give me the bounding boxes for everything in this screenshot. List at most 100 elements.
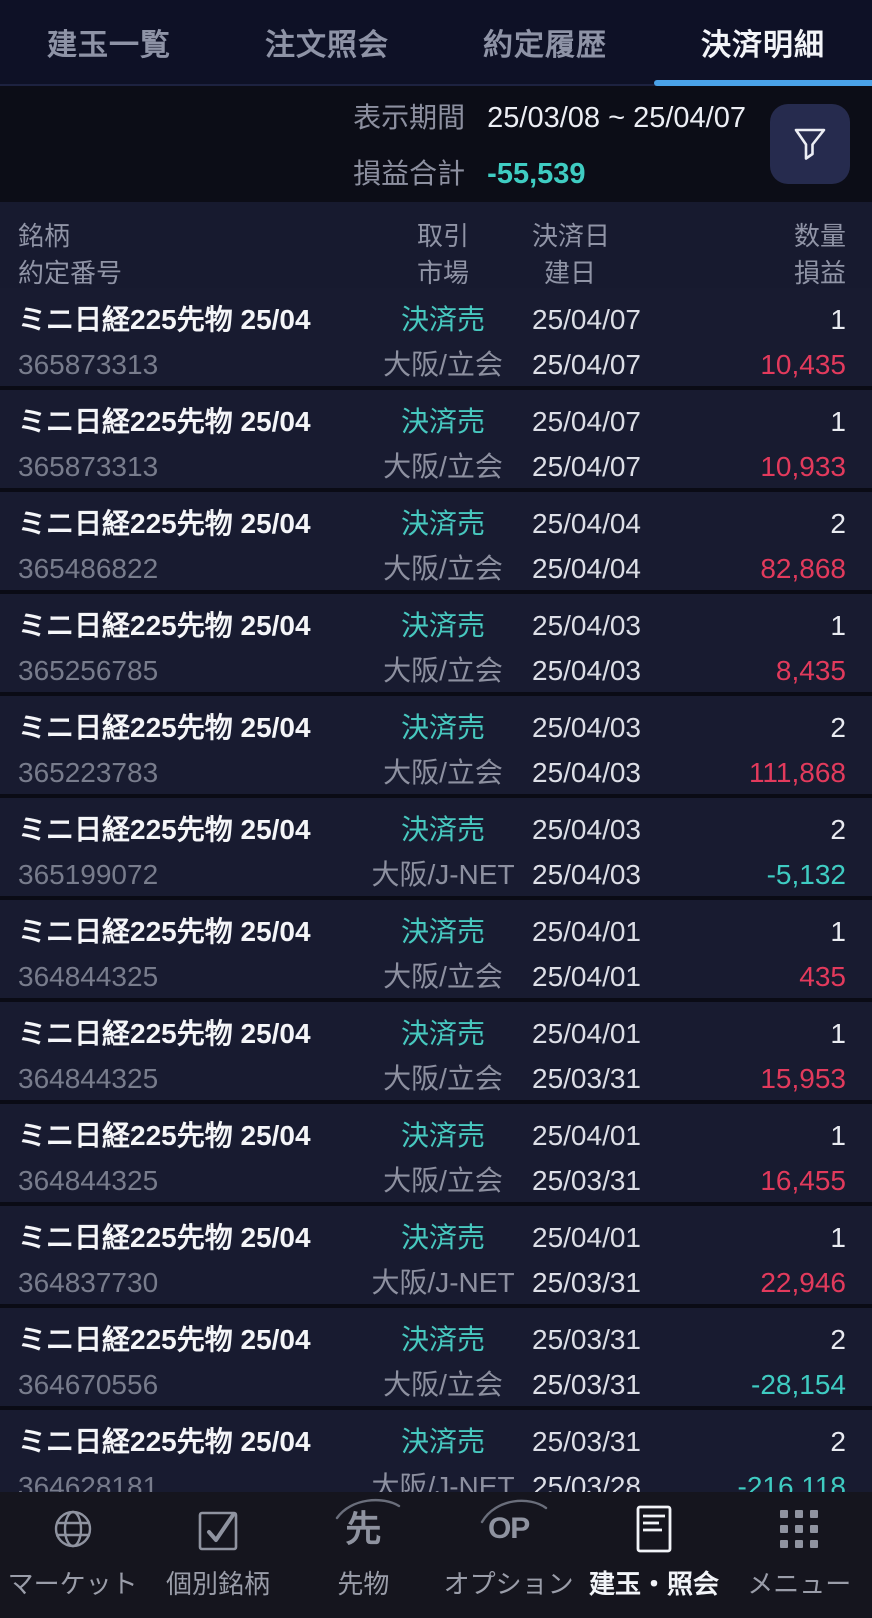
nav-item-options[interactable]: OP オプション [436, 1492, 581, 1618]
nav-label-positions-inquiry: 建玉・照会 [588, 1569, 719, 1599]
row-settle-date: 25/04/01 [532, 916, 641, 947]
row-quantity: 2 [830, 508, 846, 539]
row-market: 大阪/立会 [383, 553, 503, 584]
row-market: 大阪/J-NET [371, 1267, 515, 1298]
row-order-no: 365873313 [18, 349, 159, 380]
row-open-date: 25/04/03 [532, 859, 641, 890]
row-market: 大阪/立会 [383, 655, 503, 686]
settlement-row[interactable]: ミニ日経225先物 25/04 365873313 決済売 大阪/立会 25/0… [0, 288, 872, 386]
row-trade-type: 決済売 [400, 1324, 485, 1355]
row-pnl: -28,154 [751, 1369, 846, 1400]
row-market: 大阪/立会 [383, 451, 503, 482]
nav-item-futures[interactable]: 先 先物 [291, 1492, 436, 1618]
settlement-row[interactable]: ミニ日経225先物 25/04 365486822 決済売 大阪/立会 25/0… [0, 492, 872, 590]
funnel-icon [788, 121, 832, 168]
header-qty: 数量 [793, 221, 846, 251]
row-settle-date: 25/04/04 [532, 508, 641, 539]
row-open-date: 25/04/01 [532, 961, 641, 992]
row-symbol: ミニ日経225先物 25/04 [18, 508, 311, 539]
row-pnl: 10,933 [760, 451, 846, 482]
settlement-row-list[interactable]: ミニ日経225先物 25/04 365873313 決済売 大阪/立会 25/0… [0, 288, 872, 1618]
row-market: 大阪/立会 [383, 1165, 503, 1196]
row-pnl: 8,435 [775, 655, 846, 686]
row-order-no: 364837730 [18, 1267, 159, 1298]
row-symbol: ミニ日経225先物 25/04 [18, 406, 311, 437]
row-settle-date: 25/04/03 [532, 814, 641, 845]
row-pnl: 82,868 [760, 553, 846, 584]
row-settle-date: 25/03/31 [532, 1426, 641, 1457]
settlement-row[interactable]: ミニ日経225先物 25/04 364628181 決済売 大阪/J-NET 2… [0, 1410, 872, 1508]
row-market: 大阪/立会 [383, 757, 503, 788]
globe-icon [48, 1500, 98, 1558]
header-open-date: 建日 [544, 258, 597, 288]
row-trade-type: 決済売 [400, 406, 485, 437]
row-quantity: 1 [830, 610, 846, 641]
row-quantity: 1 [830, 916, 846, 947]
options-op-icon: OP [480, 1499, 548, 1558]
row-symbol: ミニ日経225先物 25/04 [18, 916, 311, 947]
row-order-no: 364844325 [18, 1063, 159, 1094]
row-settle-date: 25/04/01 [532, 1018, 641, 1049]
row-open-date: 25/04/03 [532, 757, 641, 788]
row-quantity: 1 [830, 1018, 846, 1049]
grid-menu-icon [774, 1500, 824, 1558]
row-symbol: ミニ日経225先物 25/04 [18, 1426, 311, 1457]
row-order-no: 365223783 [18, 757, 159, 788]
period-pnl-summary: 表示期間 25/03/08 ~ 25/04/07 損益合計 -55,539 [353, 96, 746, 192]
row-order-no: 364670556 [18, 1369, 159, 1400]
tab-order-inquiry[interactable]: 注文照会 [265, 29, 389, 62]
tab-open-positions[interactable]: 建玉一覧 [47, 29, 171, 62]
row-symbol: ミニ日経225先物 25/04 [18, 814, 311, 845]
row-symbol: ミニ日経225先物 25/04 [18, 610, 311, 641]
row-trade-type: 決済売 [400, 610, 485, 641]
row-order-no: 365256785 [18, 655, 159, 686]
tab-execution-history[interactable]: 約定履歴 [483, 29, 607, 62]
row-settle-date: 25/04/03 [532, 610, 641, 641]
settlement-row[interactable]: ミニ日経225先物 25/04 364837730 決済売 大阪/J-NET 2… [0, 1206, 872, 1304]
top-tab-bar: 建玉一覧 注文照会 約定履歴 決済明細 [0, 0, 872, 86]
row-symbol: ミニ日経225先物 25/04 [18, 1018, 311, 1049]
bottom-nav-bar: マーケット 個別銘柄 先 先物 OP [0, 1492, 872, 1618]
settlement-row[interactable]: ミニ日経225先物 25/04 365256785 決済売 大阪/立会 25/0… [0, 594, 872, 692]
row-trade-type: 決済売 [400, 304, 485, 335]
row-open-date: 25/03/31 [532, 1063, 641, 1094]
row-market: 大阪/立会 [383, 349, 503, 380]
settlement-row[interactable]: ミニ日経225先物 25/04 365873313 決済売 大阪/立会 25/0… [0, 390, 872, 488]
settlement-row[interactable]: ミニ日経225先物 25/04 364670556 決済売 大阪/立会 25/0… [0, 1308, 872, 1406]
nav-item-individual-stocks[interactable]: 個別銘柄 [145, 1492, 290, 1618]
row-market: 大阪/立会 [383, 1063, 503, 1094]
row-open-date: 25/04/04 [532, 553, 641, 584]
row-pnl: 15,953 [760, 1063, 846, 1094]
nav-item-menu[interactable]: メニュー [727, 1492, 872, 1618]
row-trade-type: 決済売 [400, 712, 485, 743]
row-quantity: 2 [830, 1324, 846, 1355]
nav-item-positions-inquiry[interactable]: 建玉・照会 [581, 1492, 726, 1618]
settlement-row[interactable]: ミニ日経225先物 25/04 364844325 決済売 大阪/立会 25/0… [0, 1002, 872, 1100]
row-order-no: 365873313 [18, 451, 159, 482]
nav-item-market[interactable]: マーケット [0, 1492, 145, 1618]
row-market: 大阪/J-NET [371, 859, 515, 890]
row-symbol: ミニ日経225先物 25/04 [18, 1120, 311, 1151]
row-open-date: 25/03/31 [532, 1165, 641, 1196]
row-symbol: ミニ日経225先物 25/04 [18, 304, 311, 335]
row-market: 大阪/立会 [383, 1369, 503, 1400]
pnl-total-value: -55,539 [487, 158, 586, 190]
settlement-row[interactable]: ミニ日経225先物 25/04 365199072 決済売 大阪/J-NET 2… [0, 798, 872, 896]
settlement-row[interactable]: ミニ日経225先物 25/04 364844325 決済売 大阪/立会 25/0… [0, 1104, 872, 1202]
settlement-row[interactable]: ミニ日経225先物 25/04 364844325 決済売 大阪/立会 25/0… [0, 900, 872, 998]
row-market: 大阪/立会 [383, 961, 503, 992]
row-pnl: 16,455 [760, 1165, 846, 1196]
tab-settlement-details[interactable]: 決済明細 [654, 0, 872, 86]
filter-button[interactable] [770, 104, 850, 184]
header-symbol: 銘柄 [18, 221, 71, 251]
period-value: 25/03/08 ~ 25/04/07 [487, 102, 746, 134]
pnl-total-label: 損益合計 [353, 158, 466, 189]
row-pnl: 22,946 [760, 1267, 846, 1298]
row-open-date: 25/03/31 [532, 1369, 641, 1400]
row-trade-type: 決済売 [400, 814, 485, 845]
row-trade-type: 決済売 [400, 916, 485, 947]
row-order-no: 365486822 [18, 553, 159, 584]
settlement-row[interactable]: ミニ日経225先物 25/04 365223783 決済売 大阪/立会 25/0… [0, 696, 872, 794]
row-trade-type: 決済売 [400, 1018, 485, 1049]
filter-summary-section: 表示期間 25/03/08 ~ 25/04/07 損益合計 -55,539 [0, 86, 872, 202]
